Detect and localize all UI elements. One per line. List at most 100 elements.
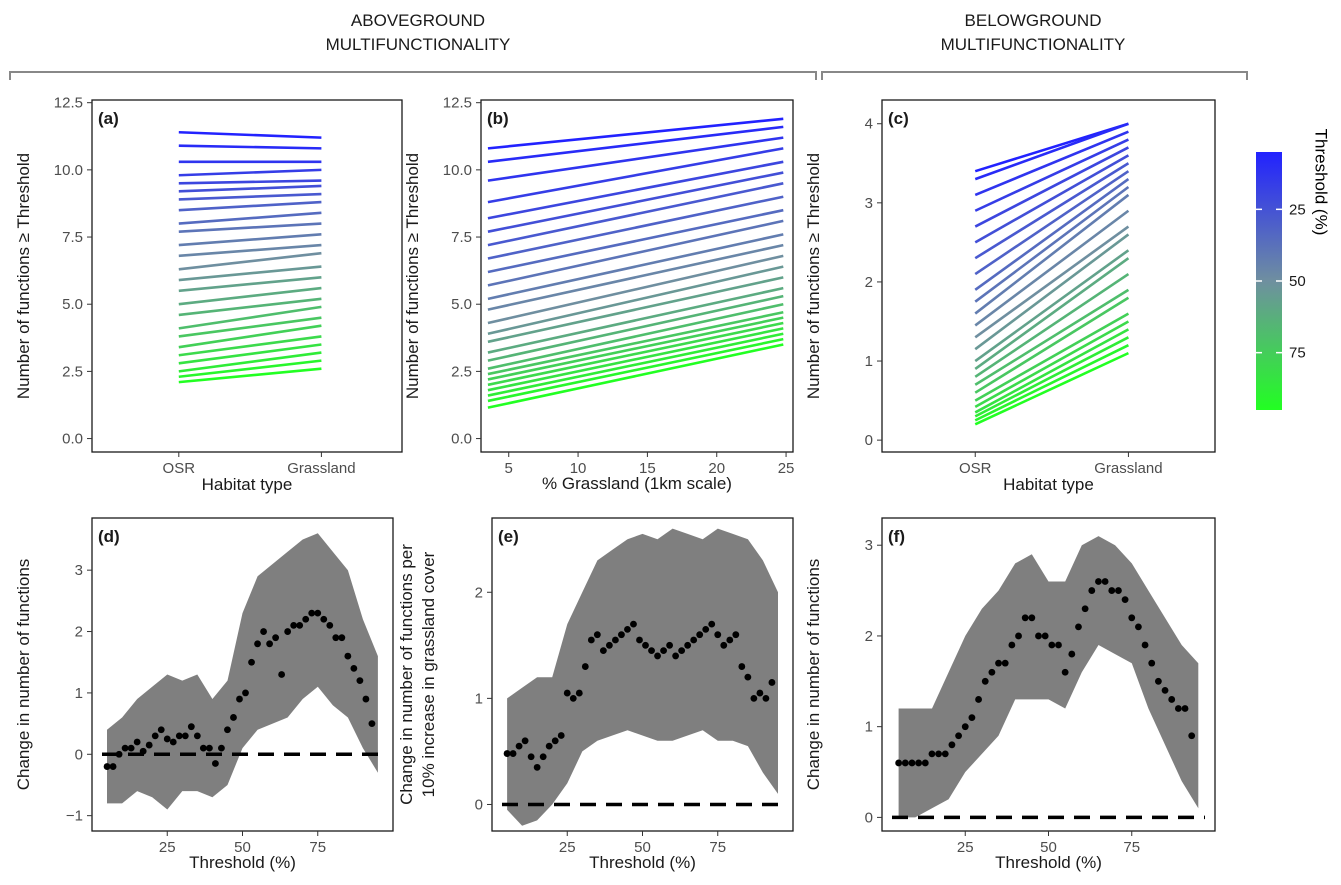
y-tick-label: 1 bbox=[865, 719, 873, 736]
data-point bbox=[935, 750, 943, 758]
threshold-line bbox=[974, 328, 1130, 414]
data-point bbox=[344, 652, 352, 660]
y-tick-label: 1 bbox=[865, 353, 873, 370]
x-axis-label: Threshold (%) bbox=[589, 853, 696, 872]
threshold-line bbox=[487, 276, 784, 344]
data-point bbox=[642, 641, 649, 649]
y-tick-label: 10.0 bbox=[443, 162, 472, 179]
data-point bbox=[636, 636, 643, 644]
data-point bbox=[1041, 632, 1049, 640]
aboveground-title-line1: ABOVEGROUND bbox=[350, 11, 486, 30]
threshold-line bbox=[178, 297, 322, 317]
data-point bbox=[672, 652, 680, 660]
y-tick-label: 0 bbox=[865, 809, 873, 826]
data-point bbox=[103, 763, 111, 770]
y-tick-label: 3 bbox=[865, 195, 873, 212]
panel-label: (a) bbox=[98, 109, 119, 128]
data-point bbox=[278, 671, 286, 678]
threshold-line bbox=[974, 193, 1130, 315]
data-point bbox=[1181, 705, 1189, 712]
data-point bbox=[509, 750, 517, 757]
confidence-band bbox=[507, 528, 778, 826]
threshold-line bbox=[178, 316, 322, 338]
data-point bbox=[205, 744, 213, 752]
panel-label: (c) bbox=[888, 109, 909, 128]
threshold-line bbox=[487, 302, 784, 370]
data-point bbox=[533, 763, 541, 771]
data-point bbox=[684, 641, 692, 649]
threshold-line bbox=[487, 265, 784, 336]
data-point bbox=[975, 696, 982, 703]
x-tick-label: 10 bbox=[570, 460, 587, 477]
data-point bbox=[242, 689, 249, 697]
threshold-line bbox=[487, 208, 784, 274]
x-axis-label: Habitat type bbox=[1003, 475, 1094, 494]
x-axis-label: Habitat type bbox=[202, 475, 293, 494]
data-point bbox=[599, 647, 607, 655]
threshold-line bbox=[487, 195, 784, 260]
x-axis-label: Threshold (%) bbox=[189, 853, 296, 872]
x-tick-label: 75 bbox=[709, 839, 726, 856]
data-point bbox=[654, 652, 661, 660]
threshold-line bbox=[178, 233, 322, 247]
data-point bbox=[768, 679, 776, 686]
x-tick-label: Grassland bbox=[1094, 460, 1162, 477]
data-point bbox=[1075, 623, 1082, 631]
data-point bbox=[145, 741, 153, 749]
x-tick-label: 75 bbox=[309, 839, 326, 856]
threshold-line bbox=[487, 327, 784, 392]
data-point bbox=[193, 732, 201, 740]
y-axis-label-line: Number of functions ≥ Threshold bbox=[403, 153, 422, 399]
data-point bbox=[948, 741, 956, 749]
data-point bbox=[666, 641, 673, 649]
x-tick-label: OSR bbox=[163, 460, 196, 477]
aboveground-title: ABOVEGROUND MULTIFUNCTIONALITY bbox=[258, 9, 578, 57]
threshold-line bbox=[974, 122, 1129, 181]
threshold-line bbox=[974, 288, 1130, 386]
legend-title: Threshold (%) bbox=[1312, 129, 1331, 236]
threshold-line bbox=[974, 209, 1130, 327]
y-tick-label: 0.0 bbox=[451, 431, 472, 448]
data-point bbox=[581, 663, 589, 670]
data-point bbox=[690, 636, 698, 644]
data-point bbox=[908, 759, 916, 767]
data-point bbox=[199, 744, 207, 752]
x-tick-label: 25 bbox=[159, 839, 176, 856]
data-point bbox=[744, 673, 752, 681]
data-point bbox=[181, 732, 189, 740]
threshold-line bbox=[487, 117, 784, 150]
panel-frame bbox=[91, 99, 403, 453]
legend-tick-label: 50 bbox=[1289, 273, 1306, 290]
data-point bbox=[545, 742, 553, 750]
threshold-line bbox=[178, 130, 322, 139]
data-point bbox=[169, 738, 177, 746]
data-point bbox=[109, 763, 117, 770]
threshold-line bbox=[974, 170, 1130, 276]
threshold-line bbox=[487, 243, 784, 311]
panel-plot-area bbox=[102, 533, 383, 810]
aboveground-title-line2: MULTIFUNCTIONALITY bbox=[325, 35, 511, 54]
legend-tick-label: 75 bbox=[1289, 345, 1306, 362]
threshold-line bbox=[178, 367, 322, 384]
data-point bbox=[1174, 705, 1182, 712]
data-point bbox=[1141, 641, 1149, 649]
threshold-line bbox=[974, 225, 1130, 339]
y-tick-label: 2 bbox=[75, 624, 83, 641]
data-point bbox=[326, 622, 334, 629]
data-point bbox=[569, 694, 577, 702]
data-point bbox=[1161, 686, 1169, 694]
y-tick-label: 2.5 bbox=[62, 363, 83, 380]
confidence-band bbox=[898, 536, 1199, 818]
threshold-line bbox=[178, 251, 322, 271]
data-point bbox=[1135, 623, 1142, 631]
y-tick-label: 3 bbox=[75, 562, 83, 579]
threshold-line bbox=[487, 286, 784, 354]
data-point bbox=[702, 626, 710, 633]
threshold-line bbox=[178, 305, 322, 330]
data-point bbox=[981, 677, 989, 685]
threshold-line bbox=[487, 182, 784, 247]
threshold-line bbox=[178, 351, 322, 373]
data-point bbox=[895, 759, 903, 767]
threshold-line bbox=[178, 200, 322, 212]
threshold-line bbox=[487, 294, 784, 362]
